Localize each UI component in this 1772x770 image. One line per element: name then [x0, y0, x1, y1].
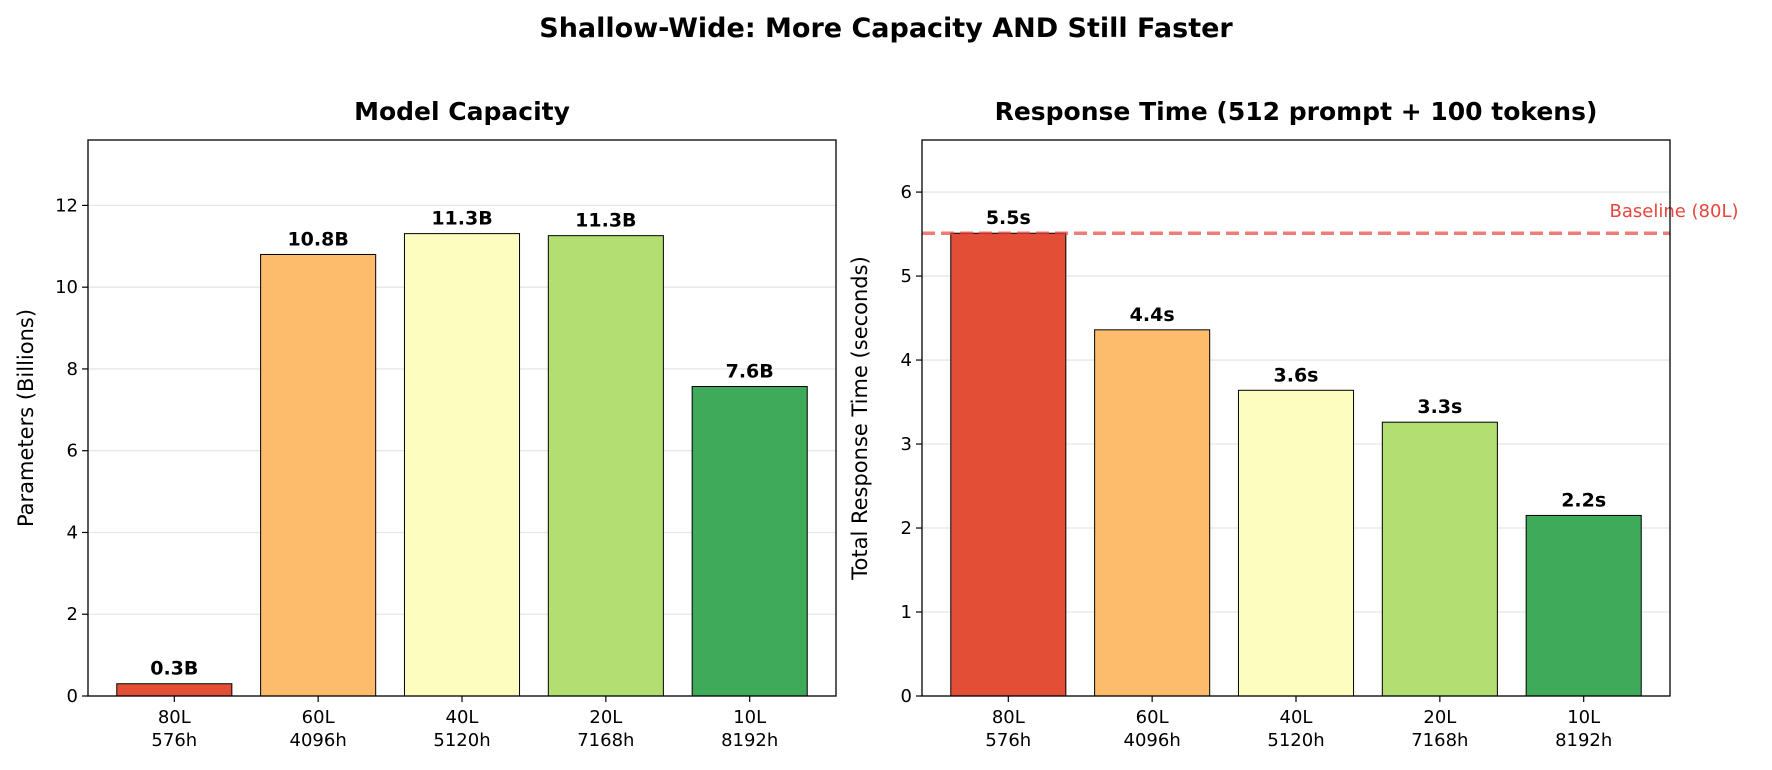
- x-tick-label-line: 10L: [1567, 707, 1600, 728]
- bar-4: [1381, 421, 1498, 697]
- x-tick-label: 40L 5120h: [433, 707, 490, 751]
- y-axis-label: Parameters (Billions): [14, 309, 38, 527]
- x-tick-label: 60L 4096h: [1124, 707, 1181, 751]
- data-label: 11.3B: [575, 210, 636, 232]
- subplot-title: Response Time (512 prompt + 100 tokens): [995, 97, 1598, 126]
- x-tick-label: 60L 4096h: [290, 707, 347, 751]
- x-tick-label-line: 5120h: [1267, 730, 1324, 751]
- y-axis-label: Total Response Time (seconds): [848, 256, 872, 581]
- subplot-2: 0 1 2 3 4 5 6 5.5s 80L 576h 4.4s 60L 4096h 3.6s 40L 512…: [848, 97, 1739, 751]
- y-tick-label: 10: [55, 277, 78, 298]
- bar-3: [403, 233, 521, 697]
- x-tick-label: 80L 576h: [985, 707, 1031, 751]
- x-tick-label-line: 60L: [1136, 707, 1169, 728]
- data-label: 3.6s: [1274, 364, 1319, 386]
- bar-2: [1094, 329, 1211, 697]
- y-tick-label: 0: [67, 686, 78, 707]
- x-tick-label-line: 20L: [589, 707, 622, 728]
- data-label: 10.8B: [287, 228, 348, 250]
- x-tick-label-line: 8192h: [721, 730, 778, 751]
- subplot-title: Model Capacity: [354, 97, 570, 126]
- x-tick-label-line: 10L: [733, 707, 766, 728]
- bar-2: [260, 253, 377, 697]
- x-tick-label-line: 7168h: [577, 730, 634, 751]
- y-tick-label: 4: [67, 522, 78, 543]
- x-tick-label: 10L 8192h: [1555, 707, 1612, 751]
- x-tick-label: 20L 7168h: [577, 707, 634, 751]
- y-tick-label: 0: [901, 686, 912, 707]
- x-tick-label-line: 7168h: [1411, 730, 1468, 751]
- x-tick-label: 20L 7168h: [1411, 707, 1468, 751]
- x-tick-label: 80L 576h: [151, 707, 197, 751]
- x-tick-label-line: 40L: [1280, 707, 1313, 728]
- x-tick-label-line: 80L: [992, 707, 1025, 728]
- bar-1: [950, 232, 1067, 697]
- baseline-label: Baseline (80L): [1609, 201, 1738, 222]
- data-label: 0.3B: [150, 658, 198, 680]
- bar-4: [547, 235, 664, 697]
- data-label: 5.5s: [986, 207, 1031, 229]
- y-tick-label: 2: [901, 518, 912, 539]
- x-tick-label-line: 5120h: [433, 730, 490, 751]
- data-label: 3.3s: [1417, 396, 1462, 418]
- x-tick-label-line: 80L: [158, 707, 191, 728]
- x-tick-label: 10L 8192h: [721, 707, 778, 751]
- x-tick-label: 40L 5120h: [1267, 707, 1324, 751]
- y-tick-label: 2: [67, 604, 78, 625]
- bar-1: [116, 683, 233, 697]
- x-tick-label-line: 40L: [446, 707, 479, 728]
- y-tick-label: 6: [67, 441, 78, 462]
- y-tick-label: 8: [67, 359, 78, 380]
- axes-frame: [87, 139, 837, 697]
- data-label: 7.6B: [726, 361, 774, 383]
- y-tick-label: 12: [55, 195, 78, 216]
- bar-3: [1237, 389, 1355, 697]
- x-tick-label-line: 576h: [151, 730, 197, 751]
- x-tick-label-line: 4096h: [1124, 730, 1181, 751]
- y-tick-label: 6: [901, 182, 912, 203]
- bar-5: [691, 386, 808, 697]
- data-label: 4.4s: [1130, 304, 1175, 326]
- y-tick-label: 5: [901, 266, 912, 287]
- y-tick-label: 1: [901, 602, 912, 623]
- data-label: 11.3B: [431, 208, 492, 230]
- x-tick-label-line: 20L: [1423, 707, 1456, 728]
- x-tick-label-line: 4096h: [290, 730, 347, 751]
- axes-frame: [921, 139, 1671, 697]
- y-tick-label: 3: [901, 434, 912, 455]
- data-label: 2.2s: [1561, 489, 1606, 511]
- x-tick-label-line: 8192h: [1555, 730, 1612, 751]
- bar-5: [1525, 514, 1642, 697]
- figure-title: Shallow-Wide: More Capacity AND Still Fa…: [539, 13, 1233, 44]
- x-tick-label-line: 60L: [302, 707, 335, 728]
- y-tick-label: 4: [901, 350, 912, 371]
- x-tick-label-line: 576h: [985, 730, 1031, 751]
- subplot-1: 0 2 4 6 8 10 12 0.3B 80L 576h 10.8B 60L 4096h 11.3B 40…: [14, 97, 837, 751]
